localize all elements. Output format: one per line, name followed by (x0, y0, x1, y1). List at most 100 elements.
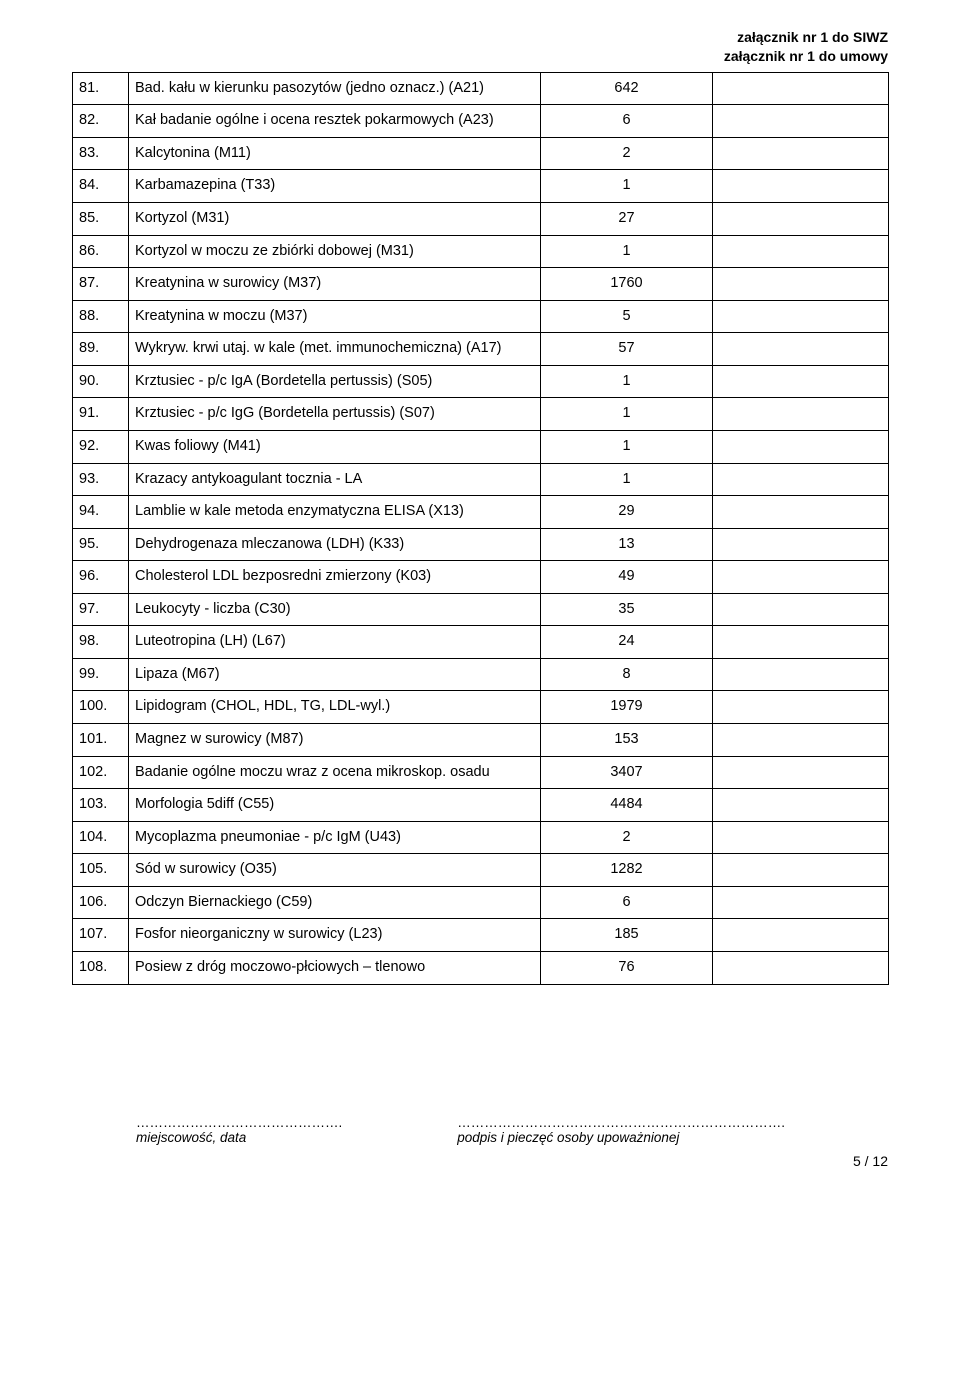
table-row: 91.Krztusiec - p/c IgG (Bordetella pertu… (73, 398, 889, 431)
row-blank (713, 951, 889, 984)
row-index: 104. (73, 821, 129, 854)
table-row: 83.Kalcytonina (M11)2 (73, 137, 889, 170)
row-value: 1 (541, 235, 713, 268)
table-row: 108.Posiew z dróg moczowo-płciowych – tl… (73, 951, 889, 984)
row-blank (713, 919, 889, 952)
row-blank (713, 821, 889, 854)
row-index: 81. (73, 72, 129, 105)
table-row: 103.Morfologia 5diff (C55)4484 (73, 789, 889, 822)
row-name: Kreatynina w surowicy (M37) (129, 268, 541, 301)
table-row: 99.Lipaza (M67)8 (73, 658, 889, 691)
row-value: 185 (541, 919, 713, 952)
row-blank (713, 463, 889, 496)
dots-right: ………………………………………………………………. (457, 1115, 876, 1130)
table-row: 90.Krztusiec - p/c IgA (Bordetella pertu… (73, 365, 889, 398)
page-number: 5 / 12 (72, 1153, 888, 1169)
row-index: 86. (73, 235, 129, 268)
attachment-line1: załącznik nr 1 do SIWZ (72, 28, 888, 47)
row-index: 92. (73, 430, 129, 463)
row-index: 99. (73, 658, 129, 691)
row-blank (713, 658, 889, 691)
row-value: 1 (541, 430, 713, 463)
row-value: 2 (541, 137, 713, 170)
row-value: 1 (541, 365, 713, 398)
table-row: 89.Wykryw. krwi utaj. w kale (met. immun… (73, 333, 889, 366)
row-blank (713, 430, 889, 463)
row-name: Posiew z dróg moczowo-płciowych – tlenow… (129, 951, 541, 984)
row-value: 49 (541, 561, 713, 594)
row-blank (713, 72, 889, 105)
footer-left: ………………………………………. miejscowość, data (84, 1115, 439, 1145)
row-index: 100. (73, 691, 129, 724)
table-row: 97.Leukocyty - liczba (C30)35 (73, 593, 889, 626)
row-blank (713, 137, 889, 170)
row-name: Fosfor nieorganiczny w surowicy (L23) (129, 919, 541, 952)
dots-left: ………………………………………. (136, 1115, 439, 1130)
row-index: 98. (73, 626, 129, 659)
row-index: 102. (73, 756, 129, 789)
row-index: 85. (73, 203, 129, 236)
row-index: 94. (73, 496, 129, 529)
table-row: 82.Kał badanie ogólne i ocena resztek po… (73, 105, 889, 138)
table-row: 100.Lipidogram (CHOL, HDL, TG, LDL-wyl.)… (73, 691, 889, 724)
table-row: 88.Kreatynina w moczu (M37)5 (73, 300, 889, 333)
row-index: 82. (73, 105, 129, 138)
row-name: Lamblie w kale metoda enzymatyczna ELISA… (129, 496, 541, 529)
table-row: 96.Cholesterol LDL bezposredni zmierzony… (73, 561, 889, 594)
row-blank (713, 886, 889, 919)
row-value: 6 (541, 886, 713, 919)
row-value: 1760 (541, 268, 713, 301)
row-blank (713, 561, 889, 594)
row-blank (713, 789, 889, 822)
row-name: Kortyzol w moczu ze zbiórki dobowej (M31… (129, 235, 541, 268)
row-value: 1 (541, 463, 713, 496)
row-value: 2 (541, 821, 713, 854)
row-name: Lipaza (M67) (129, 658, 541, 691)
row-value: 642 (541, 72, 713, 105)
footer-right: ………………………………………………………………. podpis i piecz… (439, 1115, 876, 1145)
row-blank (713, 724, 889, 757)
data-table: 81.Bad. kału w kierunku pasozytów (jedno… (72, 72, 889, 985)
table-row: 102.Badanie ogólne moczu wraz z ocena mi… (73, 756, 889, 789)
table-row: 86.Kortyzol w moczu ze zbiórki dobowej (… (73, 235, 889, 268)
row-index: 91. (73, 398, 129, 431)
row-value: 24 (541, 626, 713, 659)
row-value: 29 (541, 496, 713, 529)
table-row: 93.Krazacy antykoagulant tocznia - LA1 (73, 463, 889, 496)
row-index: 106. (73, 886, 129, 919)
row-name: Badanie ogólne moczu wraz z ocena mikros… (129, 756, 541, 789)
row-index: 89. (73, 333, 129, 366)
row-index: 83. (73, 137, 129, 170)
row-value: 35 (541, 593, 713, 626)
row-blank (713, 268, 889, 301)
row-index: 95. (73, 528, 129, 561)
row-name: Luteotropina (LH) (L67) (129, 626, 541, 659)
row-name: Kalcytonina (M11) (129, 137, 541, 170)
row-name: Dehydrogenaza mleczanowa (LDH) (K33) (129, 528, 541, 561)
table-row: 92.Kwas foliowy (M41)1 (73, 430, 889, 463)
row-blank (713, 235, 889, 268)
row-name: Kreatynina w moczu (M37) (129, 300, 541, 333)
row-blank (713, 365, 889, 398)
row-value: 6 (541, 105, 713, 138)
row-name: Bad. kału w kierunku pasozytów (jedno oz… (129, 72, 541, 105)
table-row: 104.Mycoplazma pneumoniae - p/c IgM (U43… (73, 821, 889, 854)
row-name: Karbamazepina (T33) (129, 170, 541, 203)
row-blank (713, 593, 889, 626)
row-value: 1 (541, 398, 713, 431)
row-value: 27 (541, 203, 713, 236)
row-value: 153 (541, 724, 713, 757)
row-name: Leukocyty - liczba (C30) (129, 593, 541, 626)
table-row: 95.Dehydrogenaza mleczanowa (LDH) (K33)1… (73, 528, 889, 561)
row-name: Kał badanie ogólne i ocena resztek pokar… (129, 105, 541, 138)
row-index: 97. (73, 593, 129, 626)
table-row: 107.Fosfor nieorganiczny w surowicy (L23… (73, 919, 889, 952)
table-row: 98.Luteotropina (LH) (L67)24 (73, 626, 889, 659)
table-row: 87.Kreatynina w surowicy (M37)1760 (73, 268, 889, 301)
row-value: 57 (541, 333, 713, 366)
row-name: Krztusiec - p/c IgG (Bordetella pertussi… (129, 398, 541, 431)
table-row: 84.Karbamazepina (T33)1 (73, 170, 889, 203)
row-name: Mycoplazma pneumoniae - p/c IgM (U43) (129, 821, 541, 854)
attachment-line2: załącznik nr 1 do umowy (72, 47, 888, 66)
row-name: Kortyzol (M31) (129, 203, 541, 236)
